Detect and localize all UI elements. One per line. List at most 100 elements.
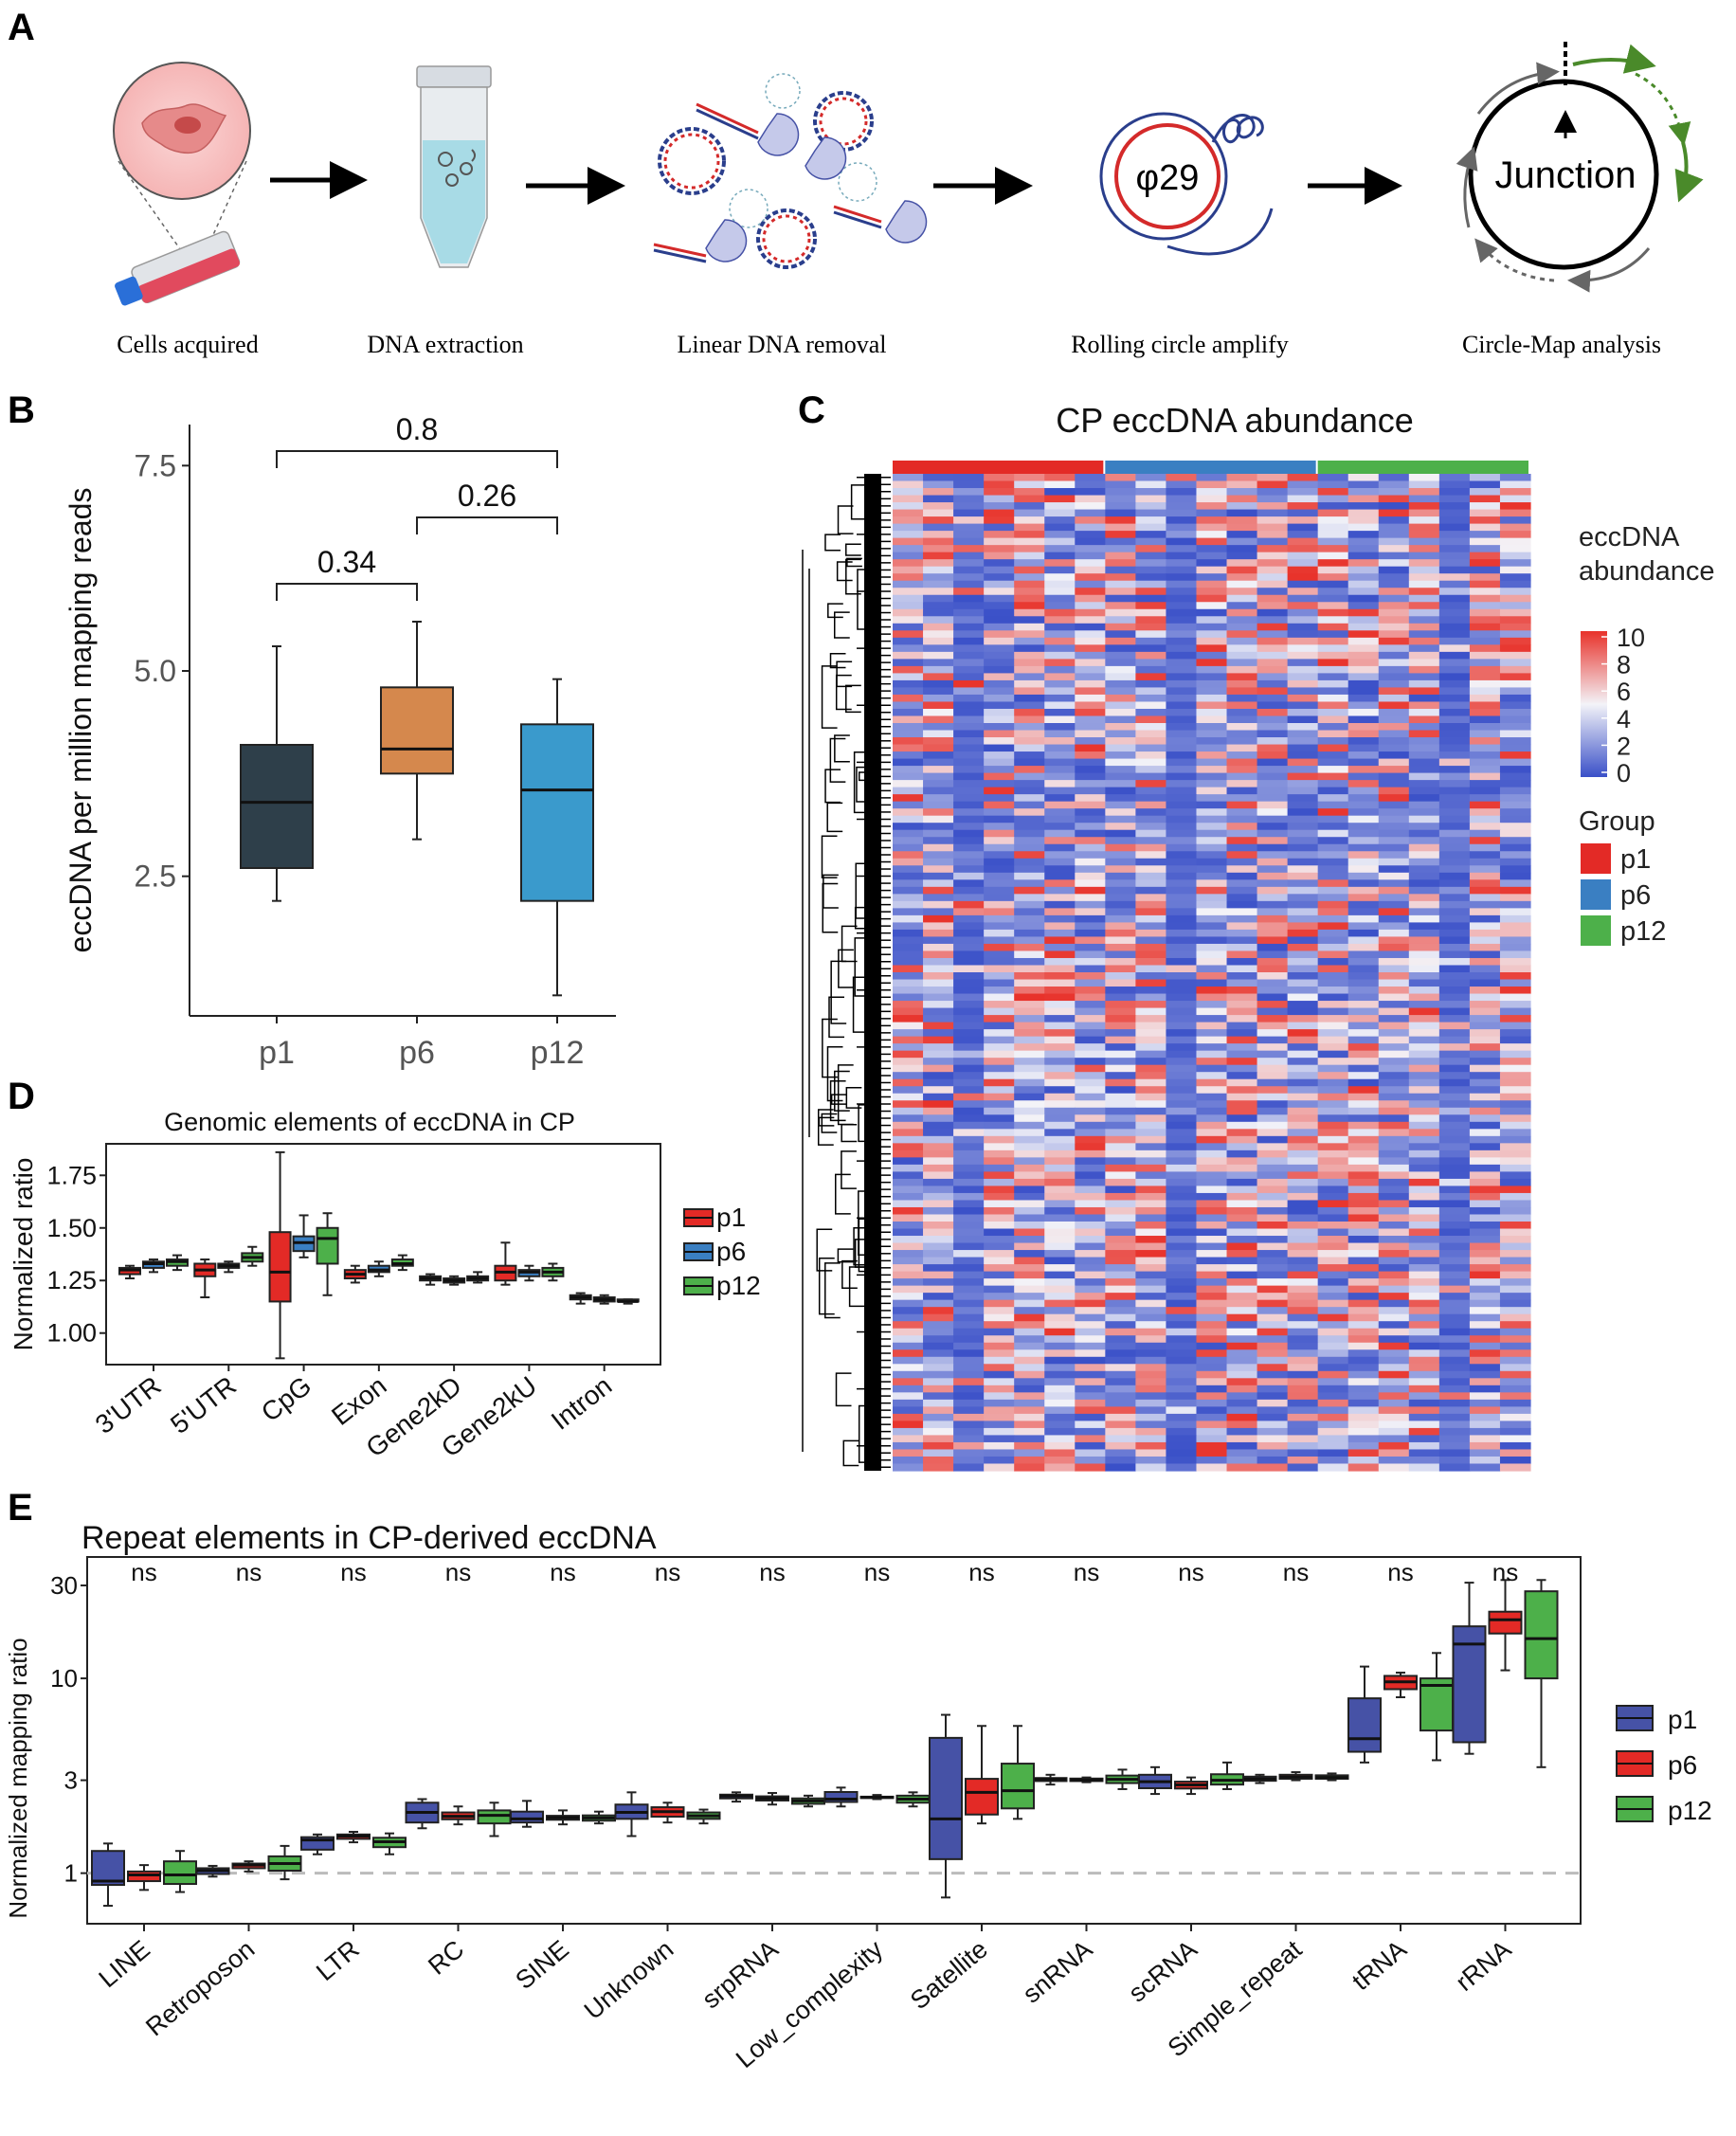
heatmap-cell — [1499, 1192, 1531, 1202]
heatmap-cell — [1499, 1264, 1531, 1273]
heatmap-cell — [1347, 602, 1380, 610]
heatmap-cell — [1014, 1186, 1045, 1194]
heatmap-cell — [1347, 509, 1380, 517]
heatmap-cell — [1226, 979, 1258, 987]
heatmap-cell — [1075, 1392, 1106, 1401]
heatmap-cell — [1408, 1364, 1440, 1372]
box-p6-RC — [441, 1805, 476, 1826]
heatmap-cell — [893, 1178, 924, 1187]
heatmap-cell — [923, 879, 954, 888]
heatmap-cell — [984, 851, 1015, 860]
group-legend-label: p1 — [1620, 844, 1651, 875]
heatmap-cell — [984, 737, 1015, 746]
box-p1-LINE — [91, 1842, 125, 1908]
heatmap-cell — [923, 1385, 954, 1393]
heatmap-cell — [1287, 1307, 1319, 1315]
heatmap-cell — [893, 545, 924, 553]
heatmap-cell — [1196, 701, 1228, 710]
heatmap-cell — [953, 559, 985, 568]
heatmap-cell — [1499, 1299, 1531, 1308]
heatmap-chart-c: CP eccDNA abundanceeccDNAabundance108642… — [802, 401, 1715, 1472]
heatmap-cell — [1408, 715, 1440, 724]
heatmap-cell — [893, 1264, 924, 1273]
heatmap-cell — [1075, 1135, 1106, 1144]
heatmap-cell — [1469, 637, 1501, 645]
box-p6-srpRNA — [755, 1792, 789, 1806]
box-p6-Gene2kU — [517, 1264, 541, 1282]
heatmap-cell — [1135, 644, 1167, 653]
panel-a-letter: A — [8, 7, 35, 48]
heatmap-cell — [1438, 1157, 1471, 1166]
heatmap-cell — [1317, 1029, 1349, 1038]
dendrogram-branch — [836, 661, 853, 688]
heatmap-cell — [1226, 987, 1258, 995]
heatmap-cell — [1166, 879, 1198, 888]
heatmap-cell — [1044, 694, 1076, 703]
heatmap-cell — [1469, 1413, 1501, 1421]
heatmap-cell — [1196, 1435, 1228, 1443]
box-p6-Exon — [367, 1260, 390, 1277]
heatmap-cell — [1257, 1100, 1289, 1109]
heatmap-cell — [1196, 602, 1228, 610]
heatmap-cell — [1044, 1364, 1076, 1372]
x-tick-label: scRNA — [1123, 1935, 1203, 2008]
heatmap-cell — [923, 1200, 954, 1208]
heatmap-cell — [1135, 1135, 1167, 1144]
heatmap-cell — [984, 1143, 1015, 1151]
heatmap-cell — [1287, 1328, 1319, 1336]
heatmap-cell — [893, 858, 924, 866]
heatmap-cell — [1135, 1427, 1167, 1437]
heatmap-cell — [1196, 979, 1228, 987]
heatmap-cell — [1075, 808, 1106, 817]
heatmap-cell — [1226, 659, 1258, 667]
heatmap-cell — [1378, 1157, 1410, 1166]
heatmap-cell — [1378, 1370, 1410, 1379]
heatmap-cell — [923, 1050, 954, 1059]
heatmap-cell — [1014, 1449, 1045, 1457]
heatmap-cell — [1105, 1264, 1136, 1273]
heatmap-cell — [1196, 1171, 1228, 1180]
heatmap-cell — [1226, 1072, 1258, 1080]
heatmap-cell — [1044, 1449, 1076, 1457]
heatmap-cell — [1317, 1242, 1349, 1251]
heatmap-cell — [1226, 488, 1258, 497]
heatmap-cell — [1469, 679, 1501, 689]
heatmap-cell — [1469, 673, 1501, 681]
heatmap-cell — [923, 1214, 954, 1222]
heatmap-cell — [1378, 651, 1410, 660]
heatmap-cell — [1408, 957, 1440, 967]
heatmap-cell — [1347, 1121, 1380, 1130]
heatmap-cell — [1499, 758, 1531, 767]
heatmap-cell — [1075, 914, 1106, 923]
heatmap-cell — [984, 823, 1015, 831]
heatmap-cell — [1257, 1236, 1289, 1244]
heatmap-cell — [1135, 1313, 1167, 1322]
heatmap-cell — [1166, 1435, 1198, 1443]
heatmap-cell — [1317, 1143, 1349, 1151]
heatmap-cell — [1287, 665, 1319, 674]
heatmap-cell — [1226, 922, 1258, 931]
heatmap-cell — [984, 1121, 1015, 1130]
heatmap-cell — [893, 987, 924, 995]
heatmap-cell — [1105, 950, 1136, 959]
heatmap-cell — [1196, 1364, 1228, 1372]
heatmap-cell — [923, 715, 954, 724]
heatmap-cell — [1014, 687, 1045, 696]
heatmap-cell — [1166, 851, 1198, 860]
heatmap-cell — [1257, 1421, 1289, 1429]
heatmap-cell — [1408, 815, 1440, 824]
heatmap-cell — [1257, 1328, 1289, 1336]
heatmap-cell — [1499, 1007, 1531, 1016]
heatmap-cell — [1014, 545, 1045, 553]
heatmap-cell — [1044, 594, 1076, 603]
box-p1-rRNA — [1452, 1582, 1487, 1755]
heatmap-cell — [893, 908, 924, 916]
heatmap-cell — [1105, 1001, 1136, 1009]
heatmap-cell — [1317, 815, 1349, 824]
heatmap-cell — [1347, 566, 1380, 574]
heatmap-cell — [1226, 1449, 1258, 1457]
heatmap-cell — [1287, 1285, 1319, 1294]
heatmap-cell — [1135, 1178, 1167, 1187]
heatmap-cell — [1257, 1149, 1289, 1158]
heatmap-cell — [1135, 1022, 1167, 1030]
